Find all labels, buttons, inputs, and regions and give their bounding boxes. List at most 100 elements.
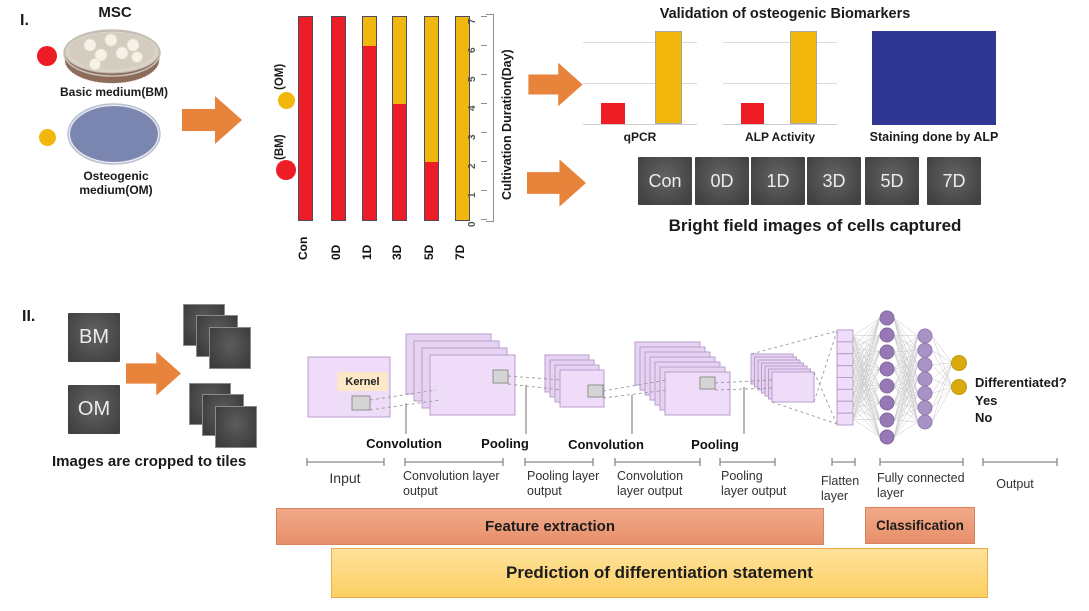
nn-edge — [931, 386, 953, 423]
output-answer-yes: Yes — [975, 393, 998, 408]
om-segment — [425, 17, 438, 162]
bm-segment — [299, 17, 312, 220]
bm-caption: Basic medium(BM) — [59, 85, 169, 99]
qpcr-label: qPCR — [623, 130, 657, 144]
baseline — [723, 124, 837, 125]
nn-edge — [893, 402, 919, 408]
nn-edge — [852, 368, 881, 420]
fc1-node — [879, 327, 895, 343]
nn-edge — [893, 364, 919, 404]
output-node — [951, 379, 967, 395]
classification-bar: Classification — [865, 507, 975, 544]
petri-dish-bm-image — [63, 29, 161, 84]
fc1-node — [879, 310, 895, 326]
om-tile-label: OM — [77, 398, 111, 420]
stage-flatten-label: Flatten layer — [821, 474, 860, 503]
nn-edge — [931, 350, 953, 364]
nn-edge — [893, 385, 919, 394]
pooling-label-1: Pooling — [481, 436, 529, 451]
y-tick — [481, 103, 487, 104]
nn-edge — [893, 334, 919, 408]
brightfield-tile-7D: 7D — [927, 157, 981, 205]
y-tick-label: 5 — [467, 76, 478, 82]
nn-edge — [852, 418, 881, 438]
om-yellow-dot-icon — [39, 129, 56, 146]
nn-edge — [893, 385, 919, 423]
nn-edge — [893, 393, 919, 404]
cropped-tiles-caption: Images are cropped to tiles — [52, 453, 247, 470]
validation-title: Validation of osteogenic Biomarkers — [659, 6, 911, 22]
nn-edge — [852, 334, 881, 360]
y-tick — [481, 16, 487, 17]
fc1-node — [879, 361, 895, 377]
om-segment — [456, 17, 469, 220]
bm-segment — [393, 104, 406, 220]
kernel-window-icon — [492, 369, 509, 384]
nn-edge — [852, 359, 881, 404]
alp-staining-image — [872, 31, 996, 125]
nn-edge — [893, 317, 919, 365]
nn-edge — [893, 351, 919, 394]
fc2-node — [917, 371, 933, 387]
nn-edge — [893, 421, 919, 438]
nn-edge — [852, 383, 881, 387]
cultivation-bar-5D — [424, 16, 439, 221]
pool2-feature-maps — [771, 371, 815, 403]
om-segment — [363, 17, 376, 46]
tile-image — [209, 327, 251, 369]
nn-edge — [893, 335, 919, 353]
stage-pool1-output-label: Pooling layer output — [527, 469, 600, 498]
op-connectors — [405, 385, 745, 434]
nn-edge — [893, 350, 919, 421]
y-tick-label: 1 — [467, 192, 478, 198]
gridline — [723, 42, 837, 43]
nn-edge — [852, 317, 881, 348]
nn-edge — [893, 334, 919, 380]
nn-edge — [893, 317, 919, 394]
nn-edge — [893, 407, 919, 421]
nn-edge — [893, 350, 919, 387]
nn-edge — [893, 335, 919, 421]
nn-edge — [852, 395, 881, 421]
nn-edge — [852, 317, 881, 337]
fc1-node — [879, 412, 895, 428]
nn-edge — [893, 378, 919, 438]
nn-edge — [852, 371, 881, 404]
stage-fc-label: Fully connected layer — [877, 471, 965, 500]
qpcr-bar-BM — [601, 103, 625, 124]
nn-edge — [893, 350, 919, 438]
nn-edge — [893, 350, 919, 370]
nn-edge — [852, 368, 881, 408]
nn-edge — [852, 351, 881, 396]
tile-image — [215, 406, 257, 448]
nn-edge — [931, 335, 953, 388]
nn-edge — [852, 351, 881, 408]
y-axis-ticks: 0 1 2 3 4 5 6 7 — [270, 8, 532, 264]
nn-edge — [893, 378, 919, 387]
nn-edge — [931, 386, 953, 408]
qpcr-bar-OM — [655, 31, 682, 124]
nn-edge — [852, 351, 881, 360]
nn-edge — [852, 385, 881, 408]
cropped-tiles-stack-bottom — [189, 383, 259, 451]
nn-edge — [852, 347, 881, 387]
nn-edge — [852, 347, 881, 370]
alp-label: ALP Activity — [744, 130, 816, 144]
y-tick — [481, 161, 487, 162]
nn-edge — [852, 368, 881, 372]
nn-edge — [893, 317, 919, 380]
flatten-cell — [836, 353, 854, 367]
nn-edge — [852, 383, 881, 421]
nn-edge — [852, 334, 881, 396]
nn-edge — [852, 334, 881, 349]
brightfield-tile-0D: 0D — [695, 157, 749, 205]
nn-edge — [852, 371, 881, 387]
nn-edge — [852, 334, 881, 408]
nn-edge — [852, 317, 881, 372]
brightfield-tile-3D: 3D — [807, 157, 861, 205]
nn-edge — [852, 317, 881, 384]
nn-edge — [931, 362, 953, 423]
nn-edge — [893, 334, 919, 394]
nn-edge — [893, 334, 919, 365]
nn-edge — [893, 335, 919, 404]
